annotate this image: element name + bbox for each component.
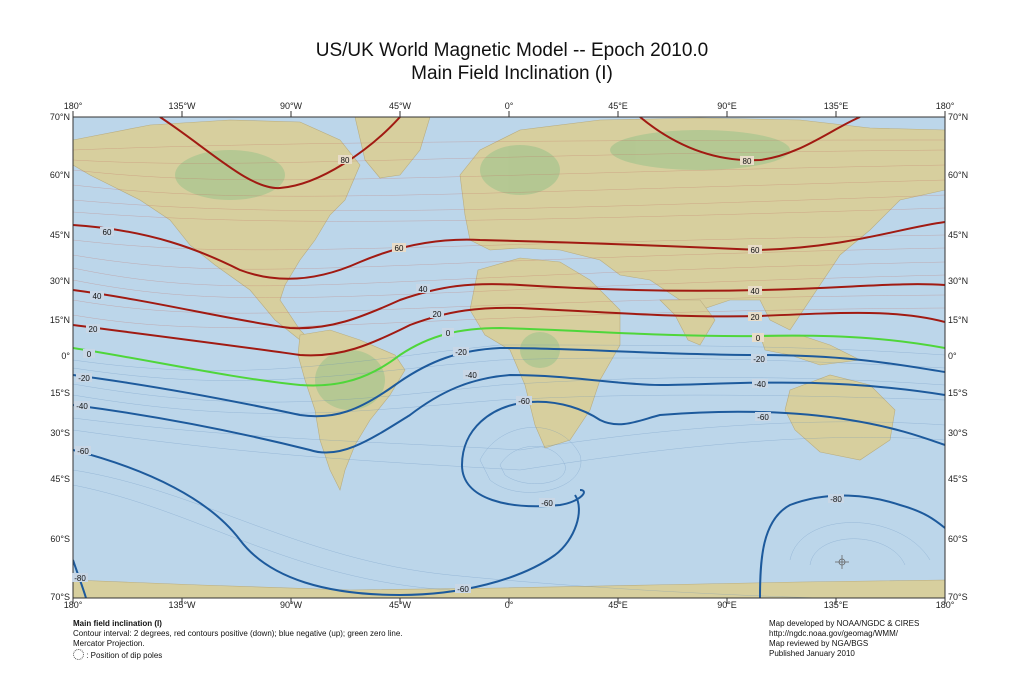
label-neg60-c: -60 xyxy=(757,413,769,422)
label-neg60-a: -60 xyxy=(77,447,89,456)
contour-80-east xyxy=(639,117,861,162)
label-neg80-b: -80 xyxy=(74,574,86,583)
lon-label-bottom-8: 180° xyxy=(935,600,955,610)
label-60-b: 60 xyxy=(395,244,404,253)
map-content xyxy=(73,117,945,598)
label-20-b: 20 xyxy=(433,310,442,319)
label-0-c: 0 xyxy=(756,334,761,343)
label-neg80-a: -80 xyxy=(830,495,842,504)
contour-40 xyxy=(73,283,945,330)
lat-label-right-7: 30°S xyxy=(948,428,968,438)
label-0-b: 0 xyxy=(446,329,451,338)
legend-dip-pole: : Position of dip poles xyxy=(73,649,403,661)
lon-label-bottom-0: 180° xyxy=(63,600,83,610)
lat-label-right-0: 70°N xyxy=(948,112,969,122)
lat-label-left-6: 15°S xyxy=(50,388,70,398)
eurasia xyxy=(459,117,945,331)
lon-label-top-1: 135°W xyxy=(168,101,196,111)
lon-label-top-5: 45°E xyxy=(608,101,628,111)
footer-credits: Map developed by NOAA/NGDC & CIRES http:… xyxy=(769,619,919,659)
lat-label-right-9: 60°S xyxy=(948,534,968,544)
label-neg60-b: -60 xyxy=(518,397,530,406)
lat-label-left-9: 60°S xyxy=(50,534,70,544)
contour-60 xyxy=(73,221,945,280)
lon-label-top-8: 180° xyxy=(935,101,955,111)
lat-label-right-4: 15°N xyxy=(948,315,969,325)
map-subtitle: Main Field Inclination (I) xyxy=(411,63,613,84)
label-0-a: 0 xyxy=(87,350,92,359)
lon-label-bottom-2: 90°W xyxy=(279,600,303,610)
lat-label-right-10: 70°S xyxy=(948,592,968,602)
lat-label-right-8: 45°S xyxy=(948,474,968,484)
lat-label-right-3: 30°N xyxy=(948,276,969,286)
contour-neg60-west xyxy=(73,449,580,597)
contour-neg40 xyxy=(73,373,945,454)
lon-ticks xyxy=(72,111,946,604)
lon-label-bottom-4: 0° xyxy=(504,600,514,610)
label-neg20-c: -20 xyxy=(753,355,765,364)
legend-dip-pole-text: : Position of dip poles xyxy=(86,651,163,660)
label-60-c: 60 xyxy=(751,246,760,255)
lat-label-left-4: 15°N xyxy=(49,315,70,325)
lon-label-bottom-3: 45°W xyxy=(388,600,412,610)
credit-url[interactable]: http://ngdc.noaa.gov/geomag/WMM/ xyxy=(769,629,898,638)
lat-label-left-7: 30°S xyxy=(50,428,70,438)
lat-label-right-5: 0° xyxy=(948,351,957,361)
label-neg40-a: -40 xyxy=(76,402,88,411)
label-40-a: 40 xyxy=(93,292,102,301)
lat-label-left-0: 70°N xyxy=(49,112,70,122)
label-20-c: 20 xyxy=(751,313,760,322)
footer-legend: Main field inclination (I) Contour inter… xyxy=(73,619,403,661)
lon-label-bottom-5: 45°E xyxy=(608,600,628,610)
contour-0 xyxy=(73,326,945,387)
label-80-b: 80 xyxy=(743,157,752,166)
label-40-c: 40 xyxy=(751,287,760,296)
contour-80-west xyxy=(159,117,401,190)
lat-label-left-1: 60°N xyxy=(49,170,70,180)
label-neg20-b: -20 xyxy=(455,348,467,357)
label-neg40-b: -40 xyxy=(465,371,477,380)
label-80-a: 80 xyxy=(341,156,350,165)
contour-labels: 80 80 60 60 60 40 40 40 20 20 20 0 0 0 -… xyxy=(72,155,844,594)
label-40-b: 40 xyxy=(419,285,428,294)
lon-label-top-6: 90°E xyxy=(717,101,737,111)
contour-20 xyxy=(73,306,945,357)
lat-label-right-1: 60°N xyxy=(948,170,969,180)
antarctica xyxy=(73,579,945,598)
lon-label-top-2: 90°W xyxy=(279,101,303,111)
lon-label-top-7: 135°E xyxy=(823,101,849,111)
lat-label-left-3: 30°N xyxy=(49,276,70,286)
lon-label-bottom-7: 135°E xyxy=(823,600,849,610)
lat-label-left-2: 45°N xyxy=(49,230,70,240)
lat-label-right-2: 45°N xyxy=(948,230,969,240)
dip-pole-legend-icon xyxy=(73,649,84,660)
lat-label-right-6: 15°S xyxy=(948,388,968,398)
label-neg60-d: -60 xyxy=(541,499,553,508)
lon-label-top-0: 180° xyxy=(63,101,83,111)
contour-neg60-closed xyxy=(461,400,945,466)
label-neg20-a: -20 xyxy=(78,374,90,383)
dip-pole-icon xyxy=(835,555,849,569)
label-60-a: 60 xyxy=(103,228,112,237)
lon-label-bottom-6: 90°E xyxy=(717,600,737,610)
label-20-a: 20 xyxy=(89,325,98,334)
lon-label-top-3: 45°W xyxy=(388,101,412,111)
legend-contour-note: Contour interval: 2 degrees, red contour… xyxy=(73,629,403,638)
greenland xyxy=(354,117,431,179)
legend-projection: Mercator Projection. xyxy=(73,639,145,648)
label-neg60-e: -60 xyxy=(457,585,469,594)
lon-label-bottom-1: 135°W xyxy=(168,600,196,610)
fine-contours xyxy=(73,139,945,598)
label-neg40-c: -40 xyxy=(754,380,766,389)
lat-label-left-10: 70°S xyxy=(50,592,70,602)
credit-published: Published January 2010 xyxy=(769,649,855,658)
lat-label-left-5: 0° xyxy=(61,351,70,361)
credit-reviewer: Map reviewed by NGA/BGS xyxy=(769,639,869,648)
legend-heading: Main field inclination (I) xyxy=(73,619,162,628)
lat-label-left-8: 45°S xyxy=(50,474,70,484)
credit-developer: Map developed by NOAA/NGDC & CIRES xyxy=(769,619,920,628)
map-title: US/UK World Magnetic Model -- Epoch 2010… xyxy=(315,40,709,61)
lon-label-top-4: 0° xyxy=(504,101,514,111)
